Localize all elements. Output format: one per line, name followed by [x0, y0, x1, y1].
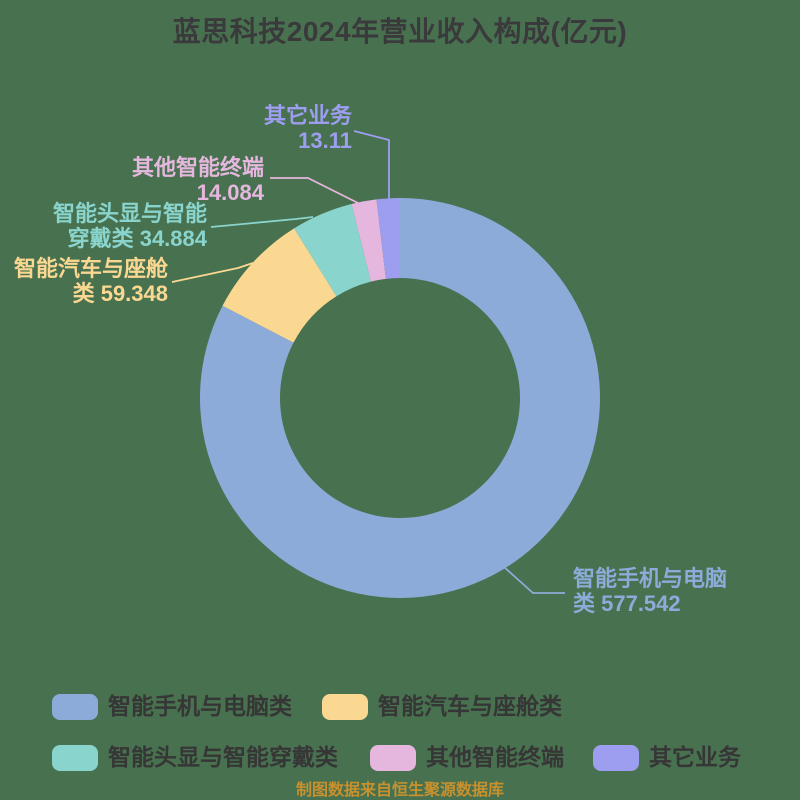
label-leader-line-2 [210, 216, 314, 228]
label-leader-line-3 [270, 177, 361, 205]
pie-slice-3[interactable] [351, 199, 386, 282]
slice-label-line1: 其它业务 [263, 103, 352, 128]
legend-label: 智能手机与电脑类 [108, 693, 292, 719]
legend-label: 其他智能终端 [426, 744, 564, 770]
pie-slice-0[interactable] [199, 198, 600, 598]
legend-swatch [52, 744, 98, 771]
legend-item-headset-wearable[interactable]: 智能头显与智能穿戴类 [52, 744, 338, 771]
slice-label-value: 穿戴类 34.884 [67, 226, 207, 251]
legend-swatch [593, 744, 639, 771]
legend-item-smartphone-computer[interactable]: 智能手机与电脑类 [52, 693, 292, 720]
slice-label-value: 14.084 [196, 180, 264, 205]
slice-label-smartphone-computer: 智能手机与电脑 类 577.542 [573, 566, 727, 616]
legend-swatch [370, 744, 416, 771]
legend-swatch [322, 693, 368, 720]
slice-label-value: 类 59.348 [72, 281, 168, 306]
legend-label: 智能头显与智能穿戴类 [108, 744, 338, 770]
slice-label-line1: 其他智能终端 [131, 155, 264, 180]
legend-label: 智能汽车与座舱类 [378, 693, 562, 719]
slice-label-other-business: 其它业务 13.11 [264, 103, 352, 153]
legend-item-other-smart-terminal[interactable]: 其他智能终端 [370, 744, 564, 771]
slice-label-line1: 智能汽车与座舱 [13, 256, 168, 281]
label-leader-line-0 [503, 566, 565, 594]
chart-footer-source: 制图数据来自恒生聚源数据库 [295, 782, 504, 799]
label-leader-line-4 [353, 130, 390, 202]
pie-slice-2[interactable] [294, 203, 371, 297]
slice-label-line1: 智能手机与电脑 [573, 566, 728, 591]
slice-label-headset-wearable: 智能头显与智能 穿戴类 34.884 [53, 201, 207, 251]
legend-swatch [52, 693, 98, 720]
legend-item-other-business[interactable]: 其它业务 [593, 744, 741, 771]
slice-label-value: 类 577.542 [573, 591, 681, 616]
pie-slice-1[interactable] [222, 228, 337, 343]
slice-label-smart-vehicle: 智能汽车与座舱 类 59.348 [14, 256, 168, 306]
slice-label-line1: 智能头显与智能 [52, 201, 207, 226]
legend-label: 其它业务 [649, 744, 741, 770]
pie-slice-4[interactable] [376, 198, 400, 279]
chart-title: 蓝思科技2024年营业收入构成(亿元) [172, 16, 628, 47]
slice-label-value: 13.11 [298, 128, 352, 153]
slice-label-other-smart-terminal: 其他智能终端 14.084 [132, 155, 264, 205]
legend-item-smart-vehicle[interactable]: 智能汽车与座舱类 [322, 693, 562, 720]
label-leader-line-1 [171, 262, 254, 283]
